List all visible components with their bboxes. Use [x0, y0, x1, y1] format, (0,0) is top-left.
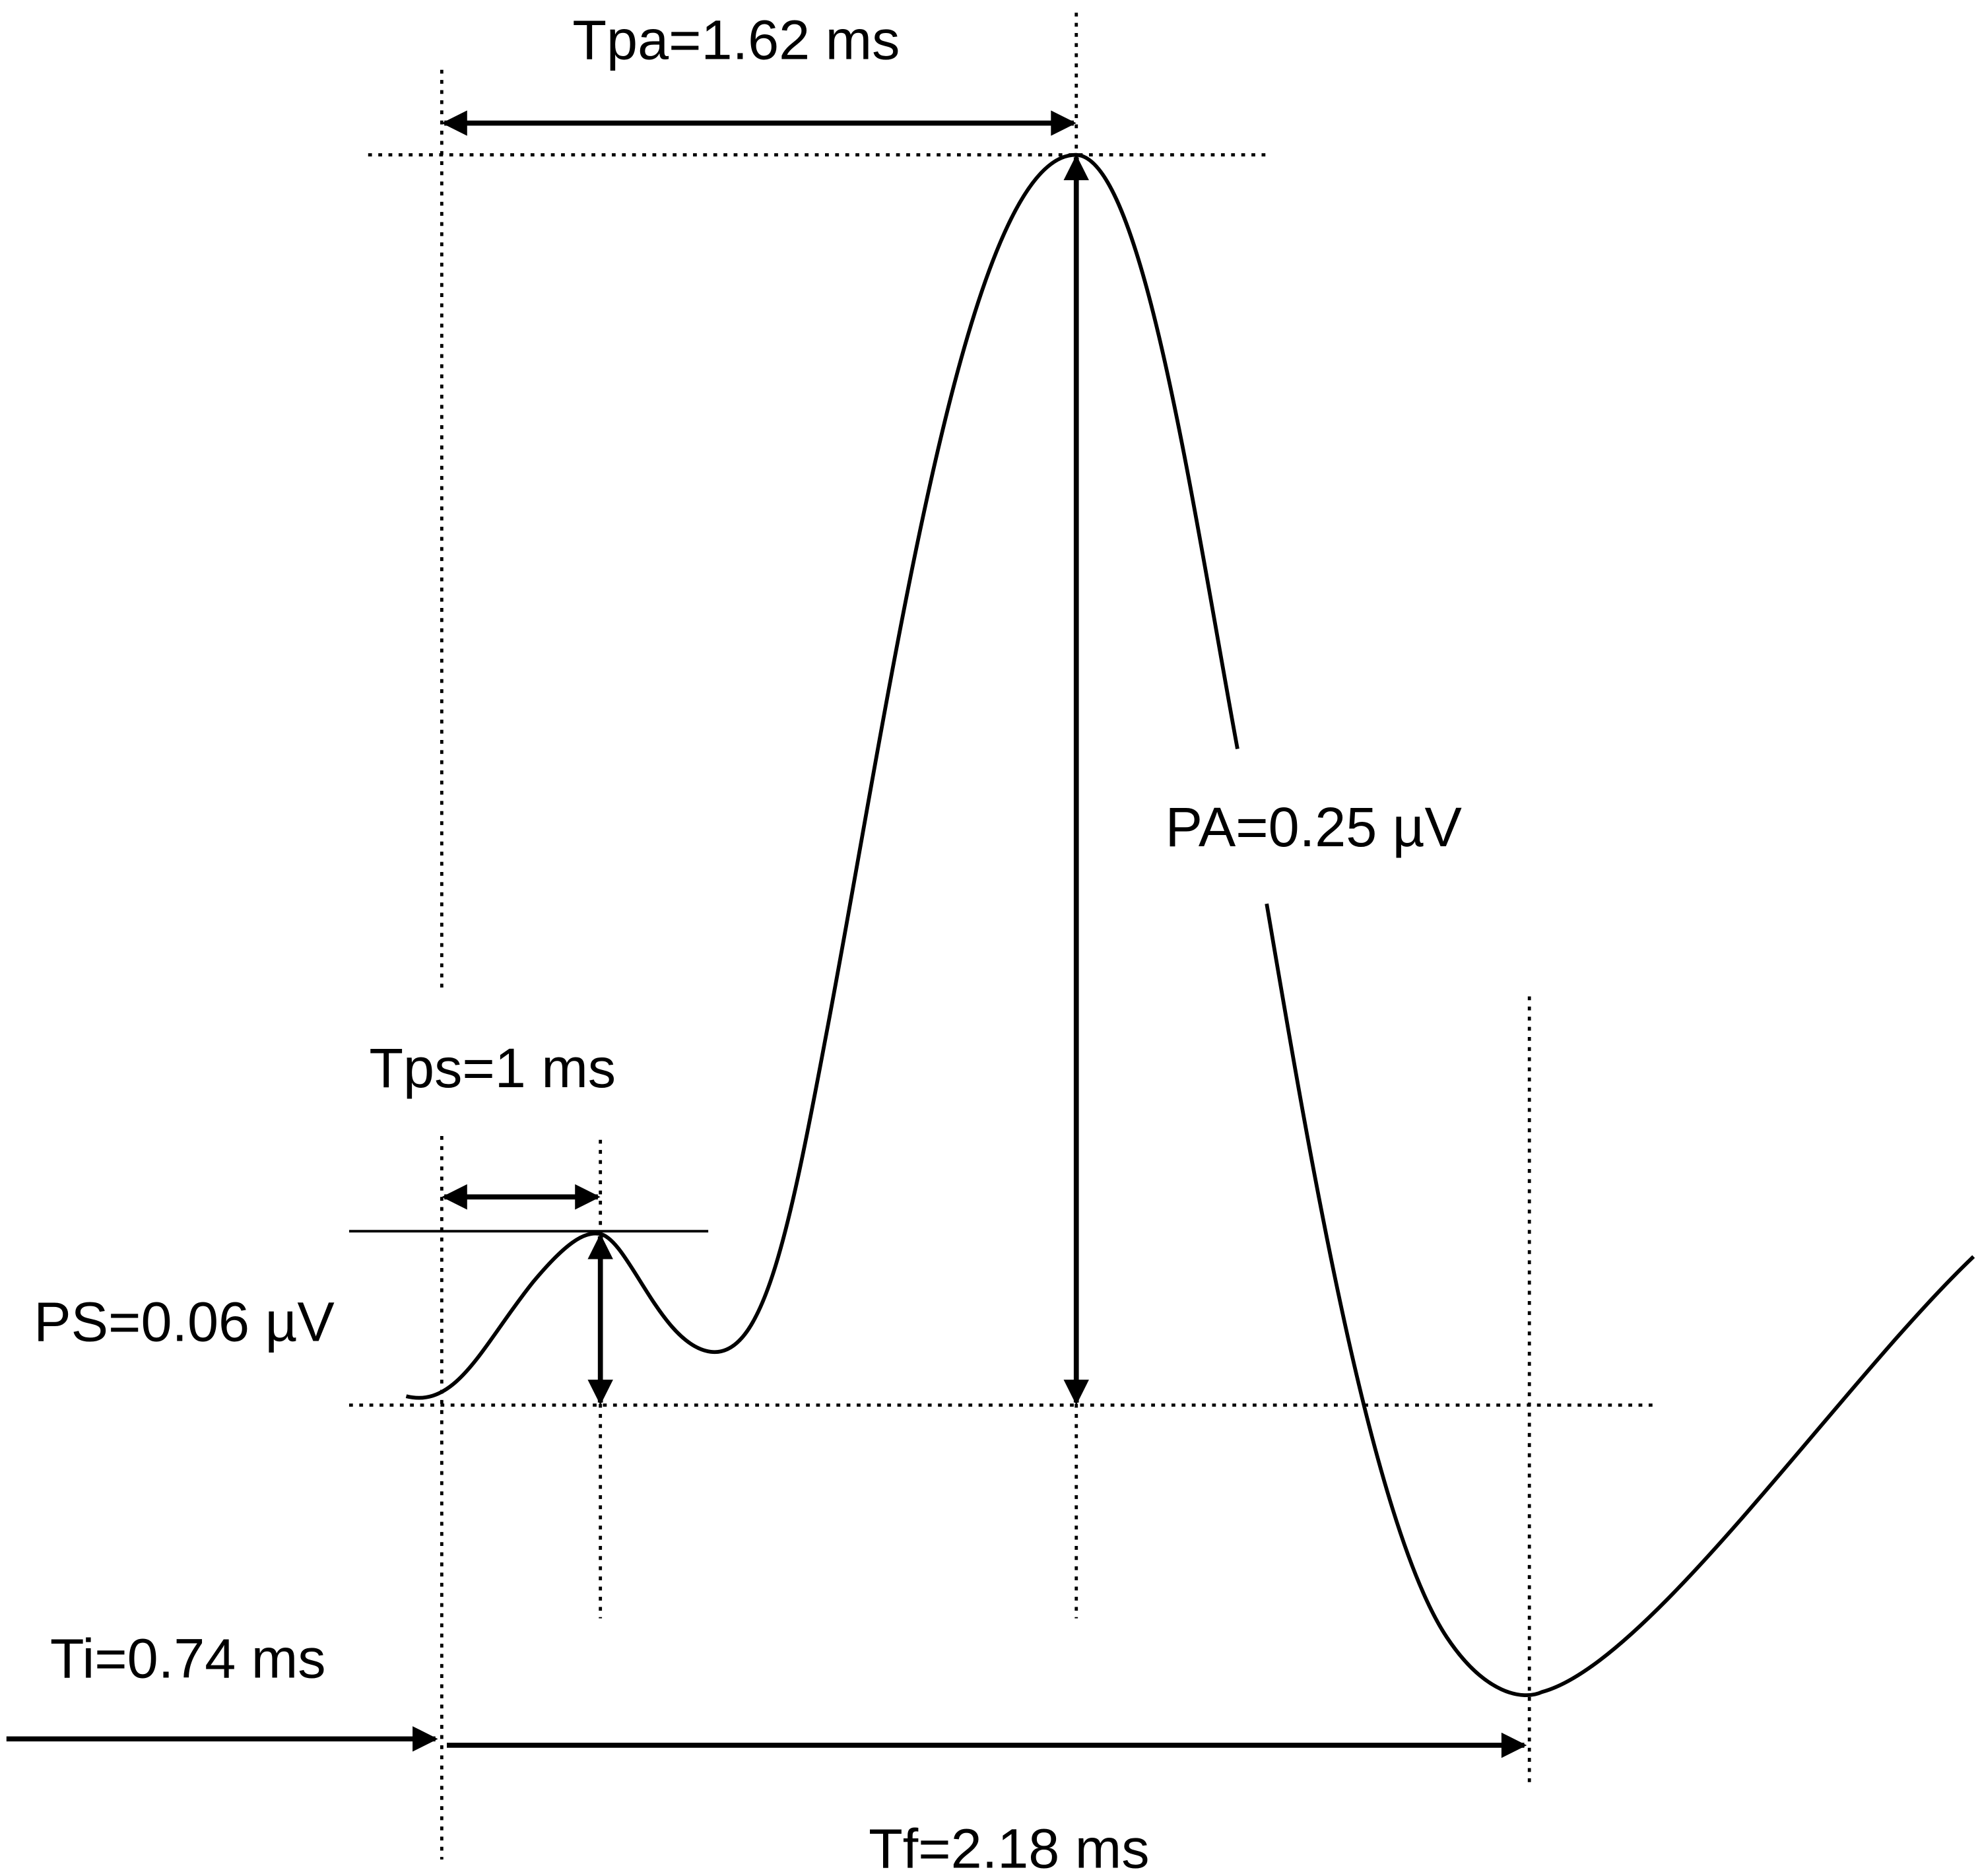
ti-label: Ti=0.74 ms: [50, 1626, 326, 1689]
ps-label: PS=0.06 µV: [34, 1290, 335, 1353]
waveform: [405, 152, 1975, 1698]
tf-label: Tf=2.18 ms: [869, 1817, 1150, 1876]
tpa-label: Tpa=1.62 ms: [572, 9, 900, 71]
guides: [348, 13, 1657, 1860]
waveform-curve: [405, 152, 1239, 1400]
tps-label: Tps=1 ms: [369, 1036, 616, 1099]
arrows: [6, 110, 1527, 1759]
pa-label: PA=0.25 µV: [1166, 795, 1463, 858]
waveform-curve: [1265, 903, 1975, 1698]
